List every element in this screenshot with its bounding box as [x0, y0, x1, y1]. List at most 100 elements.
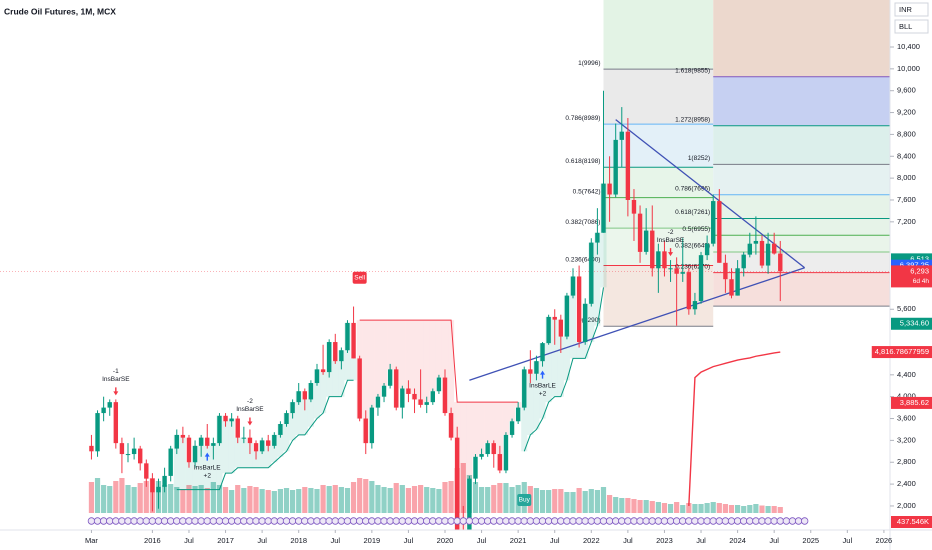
- volume-bar: [308, 488, 314, 513]
- volume-bar: [204, 488, 210, 513]
- volume-bar: [539, 490, 546, 513]
- y-tick-label: 2,000: [897, 501, 916, 510]
- volume-bar: [448, 481, 454, 513]
- candle-body: [759, 240, 765, 266]
- event-marker: [386, 517, 394, 525]
- event-marker: [538, 517, 547, 525]
- x-tick-label: 2025: [802, 536, 819, 545]
- x-tick-label: Jul: [550, 536, 560, 545]
- volume-bar: [107, 486, 113, 513]
- volume-bar: [704, 503, 710, 513]
- supertrend-fill: [484, 402, 491, 444]
- supertrend-fill: [204, 445, 211, 490]
- volume-bar: [747, 505, 753, 513]
- candle-body: [686, 272, 692, 310]
- candle-body: [259, 440, 265, 452]
- candle-body: [211, 443, 216, 446]
- supertrend-fill: [460, 402, 467, 530]
- volume-bar: [94, 478, 101, 513]
- price-label-bg: [891, 265, 932, 288]
- volume-bar: [741, 506, 747, 513]
- event-marker: [130, 517, 138, 525]
- volume-bar: [582, 491, 588, 513]
- x-tick-label: 2017: [217, 536, 234, 545]
- volume-bar: [180, 489, 186, 513]
- candle-body: [637, 213, 643, 252]
- candle-body: [473, 456, 478, 479]
- supertrend-fill: [539, 343, 546, 419]
- x-tick-label: 2020: [437, 536, 454, 545]
- supertrend-fill: [527, 373, 534, 435]
- x-tick-label: 2018: [290, 536, 307, 545]
- event-marker: [618, 517, 626, 525]
- volume-bar: [546, 490, 552, 513]
- supertrend-fill: [509, 402, 516, 422]
- volume-bar: [88, 482, 95, 513]
- volume-bar: [350, 482, 357, 513]
- signal-qty: -2: [668, 229, 674, 236]
- volume-bar: [698, 504, 704, 513]
- fib-zone: [713, 251, 890, 273]
- event-marker: [154, 517, 163, 525]
- volume-bar: [296, 489, 302, 513]
- unit[interactable]: BLL: [899, 22, 912, 31]
- event-marker: [782, 517, 791, 525]
- volume-bar: [759, 505, 765, 513]
- supertrend-fill: [551, 319, 558, 397]
- volume-bar: [198, 485, 204, 513]
- volume-bar: [600, 487, 607, 513]
- event-marker: [520, 517, 528, 525]
- price-label: 3,885.62: [900, 398, 929, 407]
- event-marker: [532, 517, 541, 525]
- candle-body: [467, 478, 472, 530]
- event-marker: [709, 517, 717, 525]
- supertrend-fill: [600, 183, 607, 288]
- candle-body: [778, 253, 783, 272]
- candle-body: [479, 454, 484, 457]
- fib-label: 1(9996): [578, 60, 600, 67]
- event-marker: [191, 517, 199, 525]
- event-marker: [587, 517, 596, 525]
- event-marker: [87, 517, 96, 525]
- event-marker: [758, 517, 766, 525]
- event-marker: [173, 517, 181, 525]
- candle-body: [711, 201, 716, 244]
- event-marker: [355, 517, 364, 525]
- event-marker: [611, 517, 620, 525]
- candle-body: [89, 445, 94, 452]
- volume-bar: [436, 489, 442, 513]
- signal-label: InsBarLE: [194, 464, 221, 471]
- volume-bar: [710, 502, 716, 513]
- event-marker: [581, 517, 589, 525]
- candle-body: [765, 243, 771, 266]
- volume-bar: [357, 478, 363, 513]
- currency[interactable]: INR: [899, 5, 913, 14]
- volume-bar: [241, 488, 247, 513]
- candle-body: [302, 391, 307, 400]
- fib-label: 0.786(7696): [675, 185, 710, 192]
- supertrend-fill: [423, 320, 430, 403]
- fib-zone: [713, 194, 890, 219]
- supertrend-fill: [466, 402, 473, 479]
- supertrend-fill: [393, 320, 400, 408]
- supertrend-fill: [545, 316, 552, 403]
- volume-bar: [570, 492, 576, 513]
- event-marker: [764, 517, 772, 525]
- candle-body: [150, 478, 155, 493]
- event-marker: [800, 517, 809, 525]
- candle-body: [741, 254, 746, 269]
- currency-button[interactable]: [894, 2, 929, 17]
- volume-bar: [716, 503, 722, 513]
- event-marker: [721, 517, 730, 525]
- event-marker: [715, 517, 724, 525]
- event-marker: [557, 517, 565, 525]
- unit-button[interactable]: [894, 19, 929, 34]
- fib-label: 0.236(6400): [565, 256, 600, 263]
- fib-zone: [713, 125, 890, 165]
- event-marker: [441, 517, 449, 525]
- signal-label: InsBarSE: [657, 237, 685, 244]
- event-marker: [636, 517, 644, 525]
- supertrend-fill: [222, 421, 229, 474]
- volume-bar: [405, 488, 412, 513]
- event-marker: [246, 517, 254, 525]
